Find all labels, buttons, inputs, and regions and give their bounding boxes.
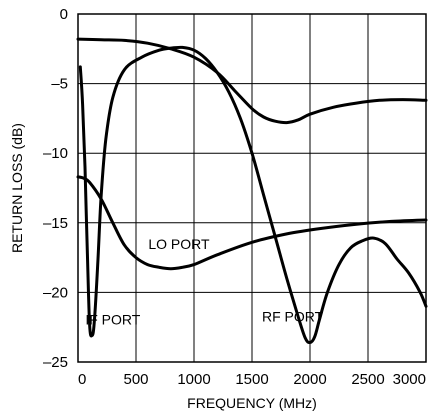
x-tick-label: 2000 <box>293 371 326 388</box>
curve-rf-port <box>76 37 428 125</box>
y-tick-labels: 0 –5 –10 –15 –20 –25 <box>43 6 68 371</box>
x-tick-labels: 0 500 1000 1500 2000 2500 3000 <box>78 371 426 388</box>
x-tick-label: 1500 <box>235 371 268 388</box>
curve-label: RF PORT <box>262 309 324 325</box>
y-axis-label: RETURN LOSS (dB) <box>9 123 25 253</box>
plot-frame <box>77 13 427 363</box>
y-tick-label: –25 <box>43 354 68 371</box>
curves <box>76 37 428 345</box>
x-tick-label: 1000 <box>177 371 210 388</box>
y-tick-label: –5 <box>51 76 68 93</box>
x-tick-label: 0 <box>78 371 86 388</box>
x-axis-label: FREQUENCY (MHz) <box>187 395 317 411</box>
y-tick-label: 0 <box>60 6 68 23</box>
x-tick-label: 2500 <box>351 371 384 388</box>
curve-annotations: IF PORT LO PORT RF PORT <box>85 236 323 327</box>
curve-if-port <box>78 45 428 345</box>
x-tick-label: 500 <box>123 371 148 388</box>
curve-label: LO PORT <box>148 236 210 252</box>
curve-label: IF PORT <box>85 311 140 327</box>
y-tick-label: –10 <box>43 145 68 162</box>
x-tick-label: 3000 <box>393 371 426 388</box>
curve-lo-port <box>76 175 428 271</box>
grid <box>78 14 426 362</box>
y-tick-label: –20 <box>43 284 68 301</box>
y-tick-label: –15 <box>43 215 68 232</box>
